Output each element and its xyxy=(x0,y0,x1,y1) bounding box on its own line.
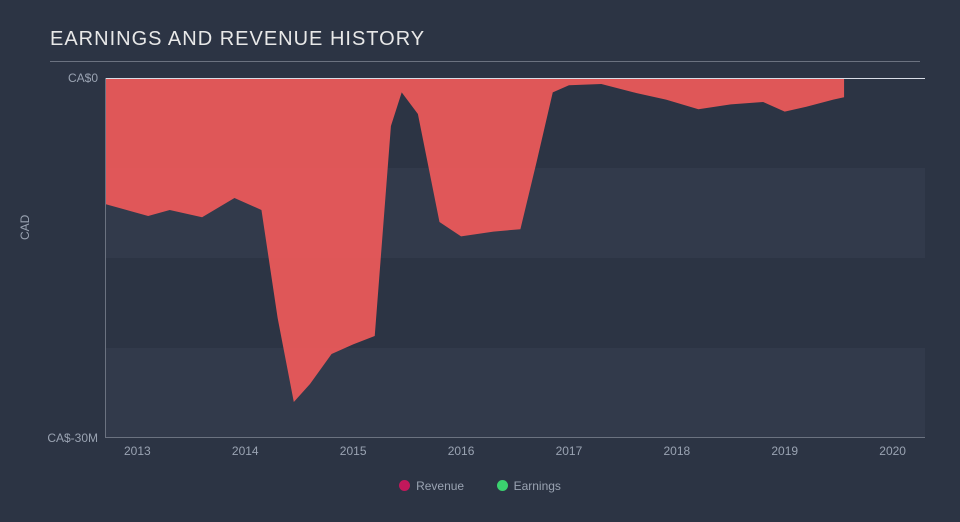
y-tick-label: CA$-30M xyxy=(18,431,98,445)
x-tick-label: 2016 xyxy=(448,444,475,458)
x-tick-label: 2020 xyxy=(879,444,906,458)
revenue-swatch-icon xyxy=(399,480,410,491)
legend-item-earnings: Earnings xyxy=(497,479,561,493)
chart-title: EARNINGS AND REVENUE HISTORY xyxy=(0,0,960,61)
x-tick-label: 2013 xyxy=(124,444,151,458)
y-axis-label: CAD xyxy=(18,215,32,240)
title-rule xyxy=(50,61,920,62)
area-chart xyxy=(105,78,925,438)
y-tick-label: CA$0 xyxy=(18,71,98,85)
x-tick-label: 2018 xyxy=(663,444,690,458)
plot-area xyxy=(105,78,925,438)
legend-item-revenue: Revenue xyxy=(399,479,464,493)
legend-label: Earnings xyxy=(514,479,561,493)
earnings-swatch-icon xyxy=(497,480,508,491)
legend-label: Revenue xyxy=(416,479,464,493)
x-tick-label: 2019 xyxy=(771,444,798,458)
legend: Revenue Earnings xyxy=(0,478,960,496)
x-tick-label: 2014 xyxy=(232,444,259,458)
x-tick-label: 2015 xyxy=(340,444,367,458)
x-tick-label: 2017 xyxy=(556,444,583,458)
